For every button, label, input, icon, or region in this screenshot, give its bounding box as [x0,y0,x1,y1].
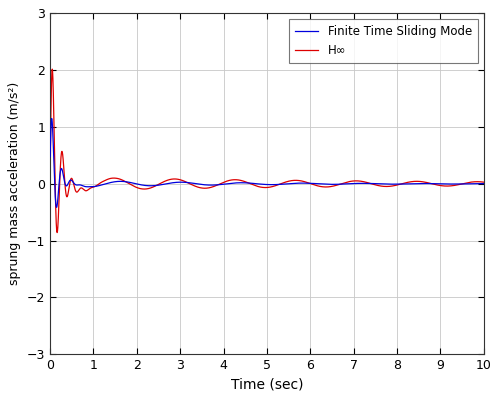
Finite Time Sliding Mode [48,116,54,121]
Finite Time Sliding Mode [47,154,53,159]
H∞ [49,67,55,72]
H∞ [275,182,281,187]
H∞ [401,181,407,186]
H∞ [98,180,103,185]
Finite Time Sliding Mode [358,181,364,186]
Line: H∞: H∞ [50,69,484,232]
Finite Time Sliding Mode [54,205,60,210]
H∞ [280,180,286,185]
Finite Time Sliding Mode [480,181,486,186]
Finite Time Sliding Mode [449,182,455,186]
H∞ [480,180,486,184]
Legend: Finite Time Sliding Mode, H∞: Finite Time Sliding Mode, H∞ [288,19,478,63]
H∞ [54,230,60,235]
Finite Time Sliding Mode [98,183,103,188]
Finite Time Sliding Mode [275,182,281,187]
Finite Time Sliding Mode [401,182,407,186]
Y-axis label: sprung mass acceleration (m/s²): sprung mass acceleration (m/s²) [8,82,22,286]
X-axis label: Time (sec): Time (sec) [230,378,303,392]
H∞ [358,179,364,184]
H∞ [47,175,53,180]
Finite Time Sliding Mode [280,182,286,186]
Line: Finite Time Sliding Mode: Finite Time Sliding Mode [50,118,484,207]
H∞ [449,183,455,188]
